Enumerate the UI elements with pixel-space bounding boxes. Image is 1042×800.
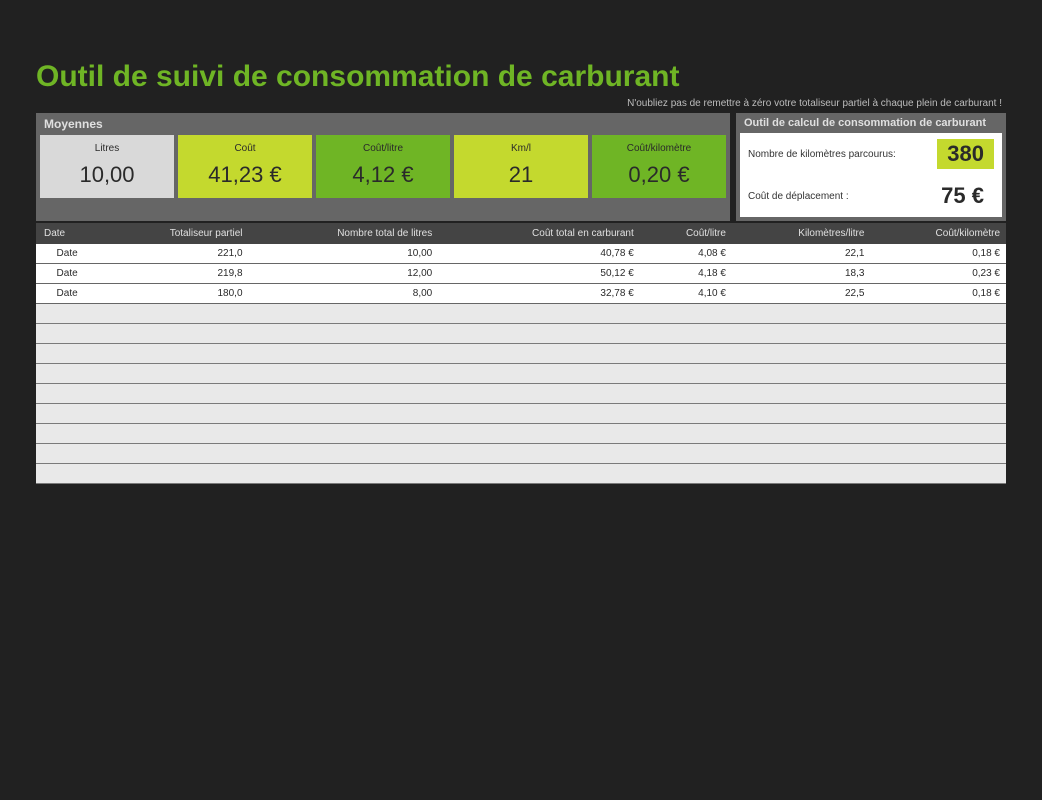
table-cell: 0,23 € [870,264,1006,284]
table-cell: 12,00 [249,264,439,284]
table-row-empty [36,384,1006,404]
table-cell: 4,18 € [640,264,732,284]
table-cell: 4,08 € [640,244,732,264]
data-table: DateTotaliseur partielNombre total de li… [36,223,1006,484]
avg-card-value: 10,00 [44,162,170,188]
avg-card-label: Coût/kilomètre [596,143,722,154]
avg-card: Coût 41,23 € [178,135,312,198]
page-title: Outil de suivi de consommation de carbur… [36,60,1006,94]
table-row-empty [36,364,1006,384]
table-cell [36,464,1006,484]
table-cell: 40,78 € [438,244,640,264]
table-header-cell: Kilomètres/litre [732,223,870,244]
calc-value: 75 € [931,181,994,211]
avg-card: Coût/litre 4,12 € [316,135,450,198]
table-cell [36,304,1006,324]
table-cell: Date [36,264,98,284]
table-cell: 32,78 € [438,284,640,304]
table-cell: Date [36,284,98,304]
table-row-empty [36,424,1006,444]
page-subtitle: N'oubliez pas de remettre à zéro votre t… [36,98,1006,109]
table-cell: 18,3 [732,264,870,284]
table-header-cell: Coût/litre [640,223,732,244]
table-cell [36,364,1006,384]
table-cell: 180,0 [98,284,248,304]
avg-card-value: 4,12 € [320,162,446,188]
table-row-empty [36,444,1006,464]
avg-card-value: 41,23 € [182,162,308,188]
avg-card-label: Km/l [458,143,584,154]
calculator-header: Outil de calcul de consommation de carbu… [736,113,1006,133]
table-header-cell: Coût total en carburant [438,223,640,244]
avg-card: Litres 10,00 [40,135,174,198]
avg-card: Km/l 21 [454,135,588,198]
avg-card-value: 21 [458,162,584,188]
table-row: Date221,010,0040,78 €4,08 €22,10,18 € [36,244,1006,264]
calculator-panel: Outil de calcul de consommation de carbu… [736,113,1006,221]
avg-card: Coût/kilomètre 0,20 € [592,135,726,198]
table-cell [36,384,1006,404]
table-cell [36,344,1006,364]
calc-row: Coût de déplacement : 75 € [740,175,1002,217]
table-row-empty [36,344,1006,364]
table-row: Date180,08,0032,78 €4,10 €22,50,18 € [36,284,1006,304]
table-header-cell: Nombre total de litres [249,223,439,244]
table-cell: 0,18 € [870,244,1006,264]
table-cell [36,424,1006,444]
avg-card-value: 0,20 € [596,162,722,188]
table-cell: 50,12 € [438,264,640,284]
table-cell: 221,0 [98,244,248,264]
table-row-empty [36,304,1006,324]
table-header-cell: Totaliseur partiel [98,223,248,244]
table-cell: 22,1 [732,244,870,264]
table-cell: 10,00 [249,244,439,264]
table-header-cell: Coût/kilomètre [870,223,1006,244]
calc-row: Nombre de kilomètres parcourus: 380 [740,133,1002,175]
table-cell: 22,5 [732,284,870,304]
calc-value: 380 [937,139,994,169]
table-cell: 4,10 € [640,284,732,304]
table-cell [36,404,1006,424]
table-cell: Date [36,244,98,264]
calc-label: Coût de déplacement : [748,191,849,202]
averages-header: Moyennes [36,113,730,135]
avg-card-label: Coût [182,143,308,154]
table-cell: 219,8 [98,264,248,284]
table-row-empty [36,464,1006,484]
table-row-empty [36,324,1006,344]
table-cell: 8,00 [249,284,439,304]
avg-card-label: Litres [44,143,170,154]
avg-card-label: Coût/litre [320,143,446,154]
averages-panel: Moyennes Litres 10,00 Coût 41,23 € Coût/litr… [36,113,730,221]
table-row-empty [36,404,1006,424]
table-header-cell: Date [36,223,98,244]
calc-label: Nombre de kilomètres parcourus: [748,149,896,160]
table-cell [36,324,1006,344]
table-row: Date219,812,0050,12 €4,18 €18,30,23 € [36,264,1006,284]
table-cell: 0,18 € [870,284,1006,304]
table-cell [36,444,1006,464]
